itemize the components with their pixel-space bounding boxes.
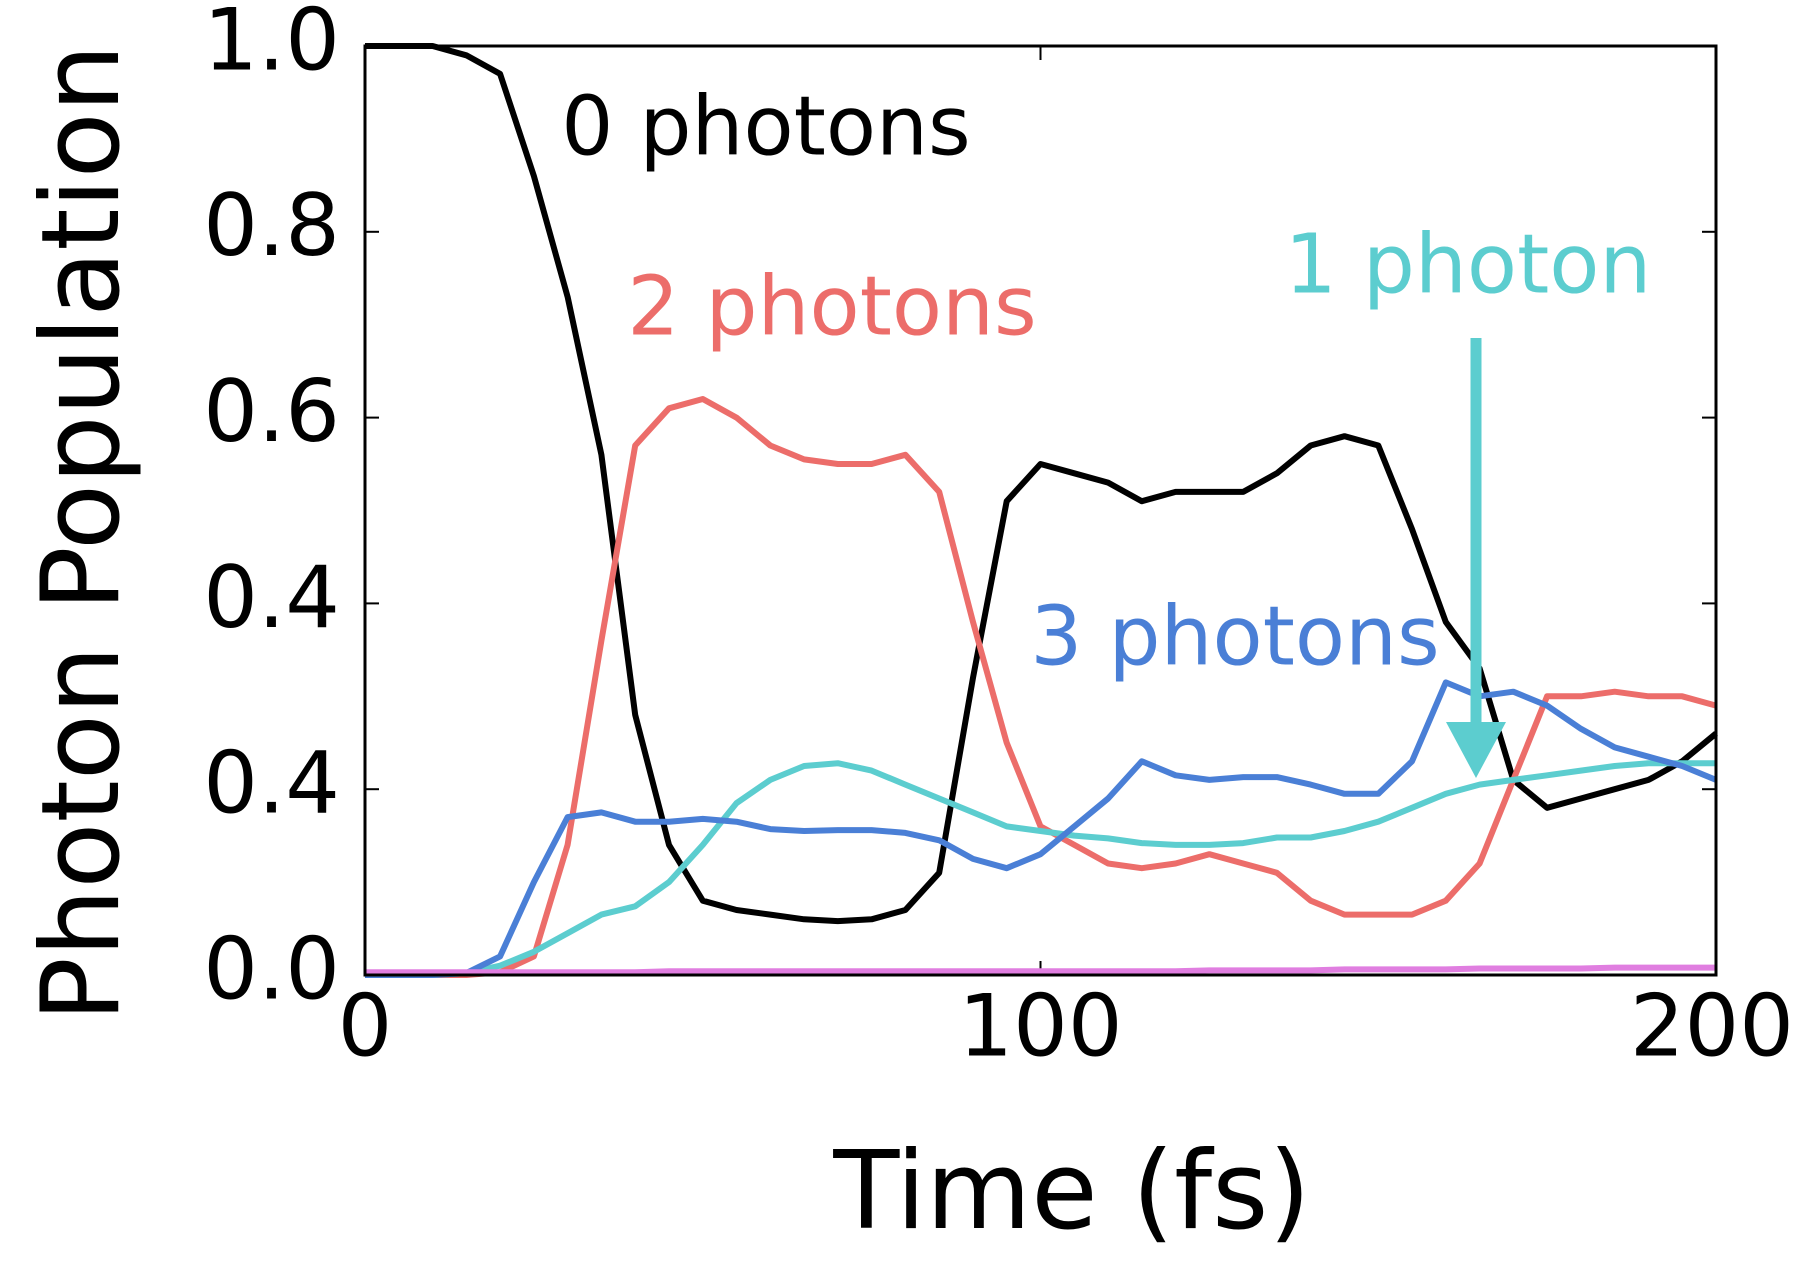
y-tick-label: 1.0 xyxy=(203,0,340,90)
y-tick-label: 0.0 xyxy=(203,919,340,1019)
series-label: 3 photons xyxy=(1030,589,1439,684)
x-tick-label: 200 xyxy=(1630,976,1794,1076)
series-line xyxy=(365,43,1718,925)
series-line xyxy=(365,396,1717,978)
series-line xyxy=(365,679,1718,978)
y-tick-label: 0.6 xyxy=(203,362,340,462)
series-line xyxy=(365,964,1716,976)
x-tick-label: 0 xyxy=(338,976,393,1076)
y-axis-title: Photon Population xyxy=(19,44,144,1022)
x-axis-title: Time (fs) xyxy=(832,1129,1310,1254)
y-tick-label: 0.4 xyxy=(203,548,340,648)
plot-frame xyxy=(363,44,1718,977)
x-tick-label: 100 xyxy=(958,976,1122,1076)
series-label: 2 photons xyxy=(627,259,1036,354)
series-line xyxy=(365,760,1716,978)
arrow-head xyxy=(1446,722,1506,778)
series-label: 1 photon xyxy=(1285,217,1652,312)
y-tick-label: 0.8 xyxy=(203,176,340,276)
series-label: 0 photons xyxy=(561,79,970,174)
y-tick-label: 0.4 xyxy=(203,734,340,834)
